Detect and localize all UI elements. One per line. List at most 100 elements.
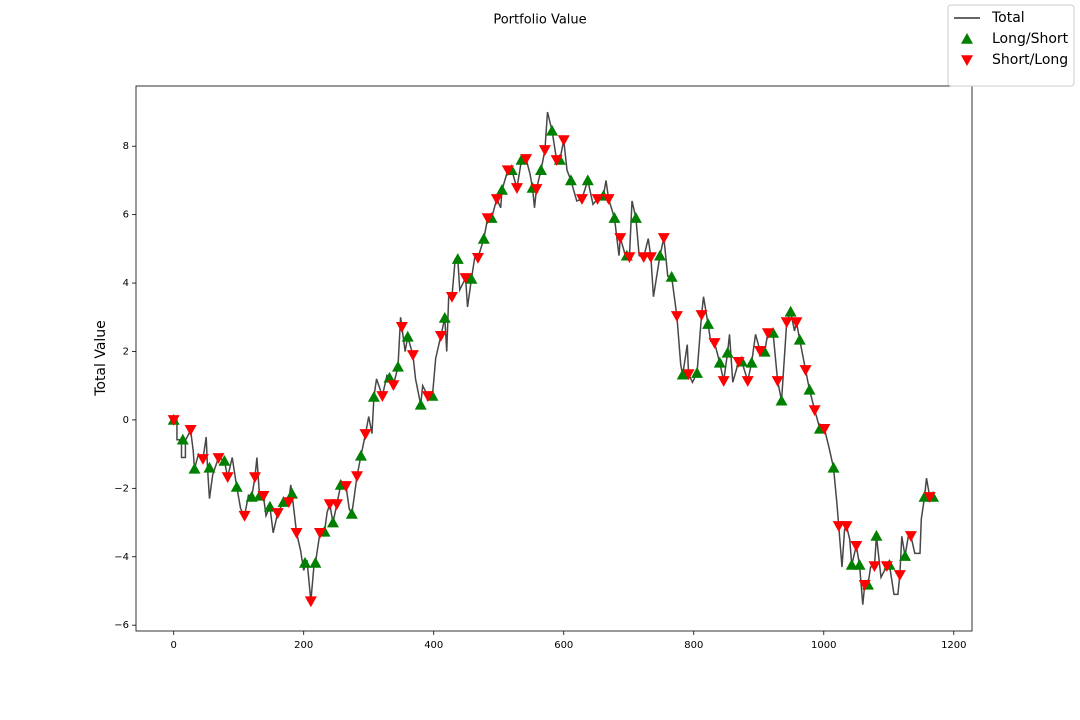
trade-marker <box>790 317 803 329</box>
trade-marker <box>414 398 427 410</box>
y-tick-label: −2 <box>114 483 129 494</box>
trade-marker <box>550 155 563 166</box>
trade-marker <box>203 461 216 473</box>
trade-marker <box>780 317 793 329</box>
trade-marker <box>665 270 678 282</box>
trade-marker <box>732 356 745 368</box>
trade-marker <box>176 433 189 445</box>
trade-marker <box>495 184 508 195</box>
trade-marker <box>277 496 290 507</box>
trade-marker <box>196 454 209 465</box>
x-tick-label: 0 <box>171 640 177 651</box>
legend-swatch <box>961 33 973 44</box>
trade-marker <box>870 529 883 541</box>
trade-marker <box>682 369 695 381</box>
y-tick-label: 2 <box>123 346 129 357</box>
trade-marker <box>395 322 408 333</box>
trade-marker <box>248 472 261 484</box>
trade-marker <box>614 233 627 244</box>
y-tick-label: 4 <box>123 278 129 289</box>
trade-marker <box>923 492 936 503</box>
trade-marker <box>713 356 726 368</box>
x-tick-label: 1200 <box>941 640 966 651</box>
legend-label: Short/Long <box>992 52 1068 68</box>
legend-box <box>947 4 1075 87</box>
trade-marker <box>309 556 322 568</box>
trade-marker <box>575 194 588 205</box>
trade-marker <box>520 154 533 165</box>
trade-marker <box>858 580 871 591</box>
trade-marker <box>510 183 523 194</box>
trade-marker <box>868 561 881 572</box>
trade-marker <box>644 252 657 264</box>
x-tick-label: 400 <box>424 640 443 651</box>
trade-marker <box>367 390 380 402</box>
legend: Total Long/Short Short/Long <box>947 4 1075 87</box>
trade-marker <box>629 212 642 223</box>
trade-marker <box>591 194 604 205</box>
trade-marker <box>850 541 863 552</box>
trade-marker <box>893 570 906 581</box>
trade-marker <box>880 561 893 572</box>
trade-marker <box>354 449 367 461</box>
trade-marker <box>534 164 547 175</box>
trade-marker <box>784 305 797 317</box>
trade-marker <box>376 391 389 402</box>
trade-marker <box>608 212 621 223</box>
chart-title: Portfolio Value <box>493 13 586 28</box>
trade-marker <box>771 376 784 387</box>
trade-marker <box>184 425 197 436</box>
trade-marker <box>754 346 767 357</box>
trade-marker <box>793 333 806 345</box>
y-tick-label: 6 <box>123 210 129 221</box>
trade-marker <box>421 391 434 402</box>
total-line <box>173 111 933 605</box>
trade-marker <box>695 310 708 321</box>
legend-label: Total <box>991 10 1025 26</box>
x-tick-label: 200 <box>294 640 313 651</box>
trade-marker <box>676 368 689 380</box>
trade-marker <box>717 376 730 387</box>
trade-marker <box>257 491 270 502</box>
x-tick-label: 1000 <box>811 640 836 651</box>
trade-marker <box>330 499 343 511</box>
trade-marker <box>741 376 754 387</box>
trade-marker <box>653 249 666 261</box>
trade-marker <box>406 350 419 361</box>
trade-marker <box>313 528 326 539</box>
trade-marker <box>904 531 917 542</box>
trade-marker <box>845 558 858 570</box>
trade-marker <box>581 174 594 186</box>
trade-marker <box>501 165 514 177</box>
trade-marker <box>434 330 447 342</box>
trade-marker <box>853 558 866 570</box>
trade-marker <box>471 252 484 264</box>
y-tick-label: −4 <box>114 552 129 563</box>
trade-marker <box>218 454 231 466</box>
trade-marker <box>359 429 372 440</box>
trade-marker <box>490 194 503 205</box>
trade-marker <box>481 213 494 225</box>
trade-marker <box>477 232 490 244</box>
trade-marker <box>286 487 299 499</box>
trade-marker <box>238 510 251 522</box>
trade-marker <box>557 135 570 147</box>
trade-marker <box>299 556 312 568</box>
trade-marker <box>546 124 559 136</box>
trade-marker <box>451 253 464 264</box>
trade-marker <box>290 528 303 539</box>
y-tick-label: −6 <box>114 620 129 631</box>
trade-marker <box>212 453 225 464</box>
trade-marker <box>230 480 243 492</box>
legend-label: Long/Short <box>992 31 1069 47</box>
trade-marker <box>167 415 180 426</box>
trade-marker <box>657 233 670 244</box>
trade-marker <box>564 174 577 186</box>
trade-marker <box>918 490 931 502</box>
trade-marker <box>383 371 396 383</box>
trade-marker <box>691 367 704 378</box>
plot-frame <box>135 85 973 632</box>
y-tick-label: 8 <box>123 141 129 152</box>
trade-marker <box>459 273 472 284</box>
